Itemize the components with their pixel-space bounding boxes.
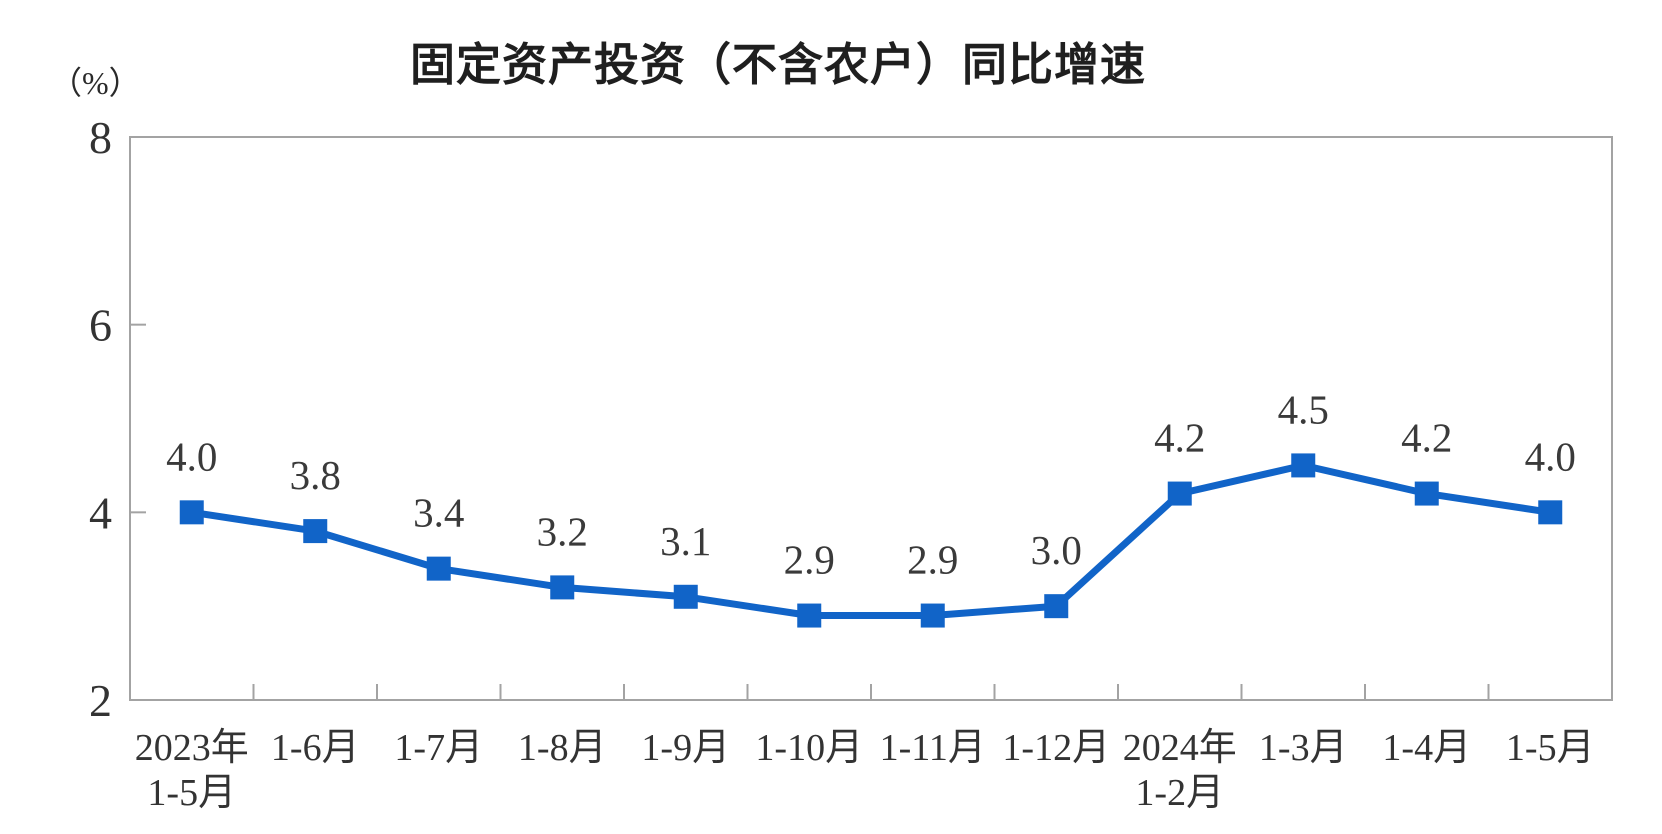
y-axis-tick-label: 6	[89, 300, 112, 351]
x-axis-tick-label: 1-11月	[880, 727, 986, 769]
data-point-marker	[1291, 453, 1316, 478]
x-axis-tick-label: 1-3月	[1259, 727, 1348, 769]
chart-title: 固定资产投资（不含农户）同比增速	[409, 38, 1146, 91]
series-line	[188, 461, 1554, 619]
data-point-marker	[179, 500, 204, 525]
data-point-marker	[426, 556, 451, 581]
data-point-marker	[1538, 500, 1563, 525]
data-point-marker	[920, 603, 945, 628]
data-point-marker	[673, 584, 698, 609]
y-axis-tick-label: 8	[89, 112, 112, 163]
x-axis-tick-label: 1-12月	[1002, 727, 1110, 769]
data-point-label: 3.4	[413, 490, 464, 536]
x-axis-tick-sublabel: 1-5月	[147, 772, 236, 814]
y-axis-unit-label: （%）	[50, 65, 141, 101]
x-axis-tick-label: 1-6月	[271, 727, 360, 769]
data-point-label: 4.2	[1154, 415, 1205, 461]
data-point-label: 2.9	[907, 537, 958, 583]
data-point-label: 4.0	[166, 433, 217, 479]
data-point-marker	[550, 575, 575, 600]
x-axis-tick-label: 2024年	[1123, 727, 1237, 769]
data-point-label: 3.1	[660, 518, 711, 564]
data-point-marker	[797, 603, 822, 628]
x-axis-tick-label: 1-4月	[1382, 727, 1471, 769]
x-axis-tick-label: 1-8月	[518, 727, 607, 769]
x-axis-tick-label: 1-7月	[394, 727, 483, 769]
x-axis-tick-label: 1-5月	[1506, 727, 1595, 769]
y-axis-tick-label: 2	[89, 675, 112, 726]
y-axis-tick-label: 4	[89, 487, 112, 538]
data-point-label: 3.2	[537, 508, 588, 554]
data-point-label: 4.5	[1278, 386, 1329, 432]
data-point-label: 4.0	[1525, 433, 1576, 479]
data-point-label: 3.0	[1031, 527, 1082, 573]
x-axis-tick-label: 1-9月	[641, 727, 730, 769]
data-point-label: 3.8	[290, 452, 341, 498]
data-point-label: 4.2	[1401, 415, 1452, 461]
data-point-marker	[1044, 594, 1069, 619]
x-axis-tick-label: 2023年	[135, 727, 249, 769]
x-axis-tick-sublabel: 1-2月	[1135, 772, 1224, 814]
data-point-marker	[303, 519, 328, 544]
data-point-marker	[1167, 481, 1192, 506]
data-point-marker	[1414, 481, 1439, 506]
data-point-label: 2.9	[784, 537, 835, 583]
x-axis-tick-label: 1-10月	[755, 727, 863, 769]
